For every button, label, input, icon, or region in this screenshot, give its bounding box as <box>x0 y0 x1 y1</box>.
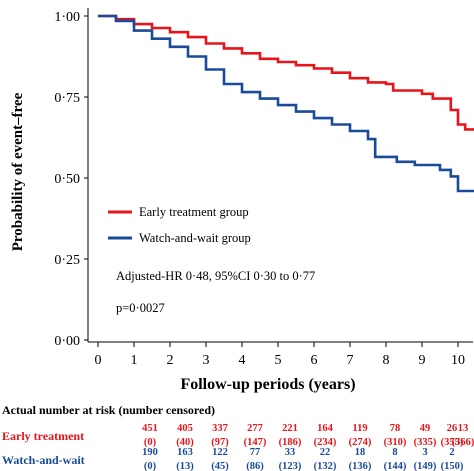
risk-at-risk-value: 49 <box>420 423 431 434</box>
risk-at-risk-value: 405 <box>177 423 193 434</box>
risk-at-risk-value: 337 <box>212 423 228 434</box>
y-tick-label: 0·00 <box>54 334 80 349</box>
risk-censored-value: (0) <box>144 437 157 448</box>
x-tick-label: 6 <box>311 353 318 368</box>
x-tick-label: 5 <box>275 353 282 368</box>
risk-at-risk-value: 8 <box>392 447 397 458</box>
risk-at-risk-value: 77 <box>250 447 261 458</box>
x-tick-label: 9 <box>419 353 426 368</box>
y-tick-label: 0·25 <box>54 253 80 268</box>
risk-censored-value: (234) <box>314 437 337 448</box>
x-tick-label: 0 <box>95 353 102 368</box>
plot-area: 0·00 0·25 0·50 0·75 1·00 0 1 2 3 4 5 6 7 8 9 10 <box>54 8 474 368</box>
risk-censored-value: (0) <box>144 461 157 471</box>
survival-curves <box>98 14 474 193</box>
risk-table: Early treatment Watch-and-wait 451 405 337… <box>2 423 474 471</box>
risk-at-risk-value: 13 <box>458 423 469 434</box>
risk-at-risk-value: 221 <box>282 423 298 434</box>
x-tick-label: 8 <box>383 353 390 368</box>
risk-censored-value: (355) <box>441 437 464 448</box>
risk-at-risk-value: 33 <box>285 447 296 458</box>
risk-censored-value: (147) <box>244 437 267 448</box>
legend: Early treatment group Watch-and-wait gro… <box>108 205 251 245</box>
risk-censored-value: (136) <box>349 461 372 471</box>
y-tick-label: 0·50 <box>54 172 80 187</box>
y-ticks: 0·00 0·25 0·50 0·75 1·00 <box>54 10 88 349</box>
x-tick-label: 1 <box>131 353 138 368</box>
risk-at-risk-value: 78 <box>390 423 401 434</box>
risk-censored-value: (123) <box>279 461 302 471</box>
risk-censored-value: (149) <box>414 461 437 471</box>
x-axis-label: Follow-up periods (years) <box>180 376 355 393</box>
y-tick-label: 1·00 <box>54 10 80 25</box>
risk-row-label-early-treatment: Early treatment <box>2 429 84 443</box>
risk-censored-value: (45) <box>211 461 229 471</box>
x-tick-label: 4 <box>239 353 246 368</box>
risk-at-risk-value: 277 <box>247 423 263 434</box>
risk-censored-value: (144) <box>384 461 407 471</box>
risk-at-risk-value: 451 <box>142 423 158 434</box>
risk-row-label-watch-and-wait: Watch-and-wait <box>2 453 85 467</box>
y-tick-label: 0·75 <box>54 91 80 106</box>
risk-censored-value: (366) <box>452 437 474 448</box>
risk-censored-value: (186) <box>279 437 302 448</box>
risk-censored-value: (132) <box>314 461 337 471</box>
legend-label-early-treatment: Early treatment group <box>139 205 249 219</box>
curve-watch-and-wait <box>98 14 474 193</box>
x-tick-label: 7 <box>347 353 354 368</box>
hazard-ratio-annotation: Adjusted-HR 0·48, 95%CI 0·30 to 0·77 <box>116 269 315 283</box>
risk-censored-value: (274) <box>349 437 372 448</box>
risk-at-risk-value: 22 <box>320 447 331 458</box>
p-value-annotation: p=0·0027 <box>116 301 165 315</box>
legend-label-watch-and-wait: Watch-and-wait group <box>139 231 251 245</box>
risk-censored-value: (13) <box>176 461 194 471</box>
risk-censored-value: (150) <box>441 461 464 471</box>
risk-censored-value: (97) <box>211 437 229 448</box>
risk-at-risk-value: 3 <box>422 447 427 458</box>
risk-at-risk-value: 2 <box>449 447 454 458</box>
risk-at-risk-value: 119 <box>352 423 367 434</box>
curve-early-treatment <box>98 14 474 131</box>
risk-censored-value: (310) <box>384 437 407 448</box>
y-axis-label: Probability of event–free <box>10 92 26 251</box>
risk-at-risk-value: 163 <box>177 447 193 458</box>
risk-censored-value: (40) <box>176 437 194 448</box>
risk-censored-value: (86) <box>246 461 264 471</box>
risk-table-title: Actual number at risk (number censored) <box>2 403 215 417</box>
risk-at-risk-value: 18 <box>355 447 366 458</box>
risk-at-risk-value: 122 <box>212 447 228 458</box>
risk-at-risk-value: 164 <box>317 423 334 434</box>
x-tick-label: 3 <box>203 353 210 368</box>
risk-censored-value: (335) <box>414 437 437 448</box>
x-tick-label: 2 <box>167 353 174 368</box>
x-tick-label: 10 <box>451 353 465 368</box>
risk-at-risk-value: 26 <box>447 423 458 434</box>
risk-at-risk-value: 190 <box>142 447 158 458</box>
x-ticks: 0 1 2 3 4 5 6 7 8 9 10 <box>95 342 465 368</box>
